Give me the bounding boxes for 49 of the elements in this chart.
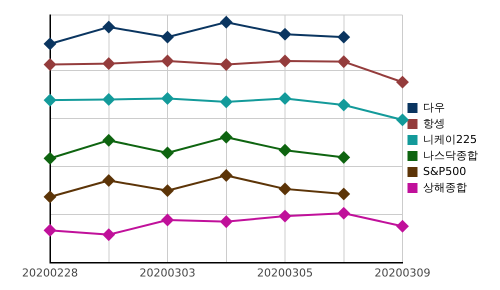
point bbox=[102, 93, 115, 106]
legend-label: 다우 bbox=[423, 100, 445, 114]
point bbox=[102, 58, 115, 70]
point bbox=[162, 184, 174, 197]
point bbox=[338, 151, 350, 164]
legend-label: 나스닥종합 bbox=[423, 148, 478, 162]
x-tick-label: 20200305 bbox=[257, 266, 313, 280]
point bbox=[44, 190, 56, 203]
point bbox=[162, 92, 174, 104]
x-tick-label: 20200309 bbox=[374, 266, 430, 280]
point bbox=[44, 94, 56, 106]
point bbox=[396, 220, 408, 232]
point bbox=[102, 228, 115, 241]
point bbox=[162, 31, 174, 44]
point bbox=[279, 210, 291, 222]
point bbox=[102, 134, 115, 146]
point bbox=[279, 182, 291, 195]
point bbox=[279, 54, 291, 67]
point bbox=[220, 16, 232, 28]
point bbox=[338, 98, 350, 111]
point bbox=[396, 114, 408, 126]
point bbox=[220, 96, 232, 108]
legend-label: S&P500 bbox=[423, 164, 466, 178]
point bbox=[220, 131, 232, 144]
legend-label: 항셍 bbox=[423, 116, 445, 130]
point bbox=[338, 56, 350, 68]
point bbox=[338, 188, 350, 200]
point bbox=[279, 28, 291, 40]
point bbox=[102, 174, 115, 187]
point bbox=[279, 92, 291, 104]
point bbox=[44, 224, 56, 236]
point bbox=[44, 58, 56, 71]
legend-label: 니케이225 bbox=[423, 132, 477, 146]
point bbox=[220, 216, 232, 228]
point bbox=[44, 38, 56, 50]
point bbox=[162, 146, 174, 159]
point bbox=[220, 169, 232, 182]
point bbox=[338, 207, 350, 220]
point bbox=[162, 54, 174, 67]
point bbox=[102, 21, 115, 34]
point bbox=[338, 31, 350, 44]
point bbox=[162, 214, 174, 226]
x-tick-label: 20200228 bbox=[22, 266, 78, 280]
point bbox=[220, 58, 232, 71]
point bbox=[279, 144, 291, 156]
x-tick-label: 20200303 bbox=[140, 266, 196, 280]
point bbox=[44, 152, 56, 164]
point bbox=[396, 76, 408, 88]
legend-label: 상해종합 bbox=[423, 180, 467, 194]
